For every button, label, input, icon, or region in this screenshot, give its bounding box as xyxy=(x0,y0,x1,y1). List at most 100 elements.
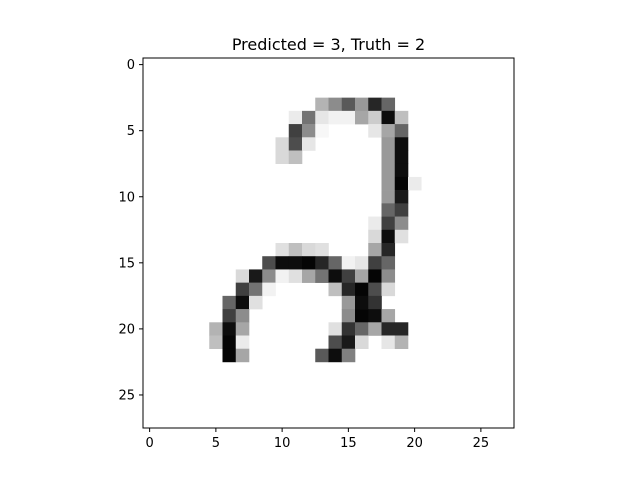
x-tick-label: 0 xyxy=(145,436,153,451)
heatmap-cell xyxy=(368,110,382,125)
heatmap-cell xyxy=(381,256,396,270)
heatmap-cell xyxy=(381,335,396,350)
heatmap-cell xyxy=(341,110,356,125)
heatmap-cell xyxy=(355,282,369,297)
heatmap-cell xyxy=(328,282,343,297)
heatmap-cell xyxy=(394,124,409,138)
heatmap-cell xyxy=(341,295,356,310)
x-tick-label: 15 xyxy=(340,436,357,451)
heatmap-cell xyxy=(341,309,356,323)
y-tick-label: 25 xyxy=(118,388,135,403)
y-tick-label: 15 xyxy=(118,256,135,271)
heatmap-cell xyxy=(302,243,316,257)
heatmap-cell xyxy=(381,124,396,138)
heatmap-cell xyxy=(368,124,382,138)
x-tick-label: 5 xyxy=(212,436,220,451)
heatmap-cell xyxy=(341,282,356,297)
heatmap-cell xyxy=(315,256,329,270)
heatmap-cell xyxy=(222,322,237,336)
x-axis: 0 5 10 15 20 25 xyxy=(145,428,489,451)
heatmap-cell xyxy=(328,97,343,112)
heatmap-cell xyxy=(394,150,409,165)
x-tick-label: 10 xyxy=(274,436,291,451)
heatmap-cell xyxy=(235,282,250,297)
heatmap-cell xyxy=(275,269,290,283)
y-tick-label: 20 xyxy=(118,322,135,337)
heatmap-cell xyxy=(275,243,290,257)
heatmap-cell xyxy=(222,348,237,363)
heatmap-cell xyxy=(368,229,382,244)
heatmap-cell xyxy=(368,216,382,231)
heatmap-cell xyxy=(355,256,369,270)
heatmap-cell xyxy=(341,256,356,270)
heatmap-cell xyxy=(368,97,382,112)
heatmap-cell xyxy=(355,295,369,310)
heatmap-cell xyxy=(262,282,276,297)
plot-frame xyxy=(142,57,515,429)
heatmap-cell xyxy=(368,256,382,270)
chart-title: Predicted = 3, Truth = 2 xyxy=(232,35,425,54)
x-tick-label: 25 xyxy=(473,436,490,451)
heatmap-cell xyxy=(328,335,343,350)
heatmap-cell xyxy=(381,269,396,283)
heatmap-cell xyxy=(355,97,369,112)
heatmap-cell xyxy=(209,335,223,350)
heatmap-cell xyxy=(328,348,343,363)
heatmap-cell xyxy=(341,97,356,112)
heatmap-cell xyxy=(394,216,409,231)
heatmap-cell xyxy=(235,335,250,350)
heatmap-cell xyxy=(381,322,396,336)
heatmap-cell xyxy=(368,309,382,323)
plot-area xyxy=(142,57,515,429)
heatmap-cell xyxy=(288,124,303,138)
heatmap-cell xyxy=(222,295,237,310)
heatmap-cell xyxy=(288,110,303,125)
heatmap-cell xyxy=(249,282,263,297)
heatmap-cell xyxy=(302,256,316,270)
heatmap-cell xyxy=(235,322,250,336)
heatmap-cell xyxy=(315,348,329,363)
heatmap-cell xyxy=(222,335,237,350)
y-tick-label: 5 xyxy=(127,124,135,139)
heatmap-cell xyxy=(288,243,303,257)
heatmap-cell xyxy=(394,203,409,217)
heatmap-cell xyxy=(315,124,329,138)
heatmap-cell xyxy=(408,176,422,191)
heatmap-cell xyxy=(288,256,303,270)
heatmap-cell xyxy=(368,243,382,257)
heatmap-cell xyxy=(302,269,316,283)
heatmap-cell xyxy=(302,124,316,138)
y-tick-label: 0 xyxy=(127,58,135,73)
heatmap-cell xyxy=(381,97,396,112)
heatmap-cell xyxy=(394,229,409,244)
heatmap-cell xyxy=(394,176,409,191)
heatmap-cell xyxy=(275,137,290,151)
heatmap-cell xyxy=(315,243,329,257)
heatmap-cell xyxy=(288,269,303,283)
y-axis: 0 5 10 15 20 25 xyxy=(118,58,143,403)
heatmap-cell xyxy=(328,322,343,336)
heatmap-cell xyxy=(381,150,396,165)
heatmap-cell xyxy=(288,150,303,165)
heatmap-cell xyxy=(381,190,396,204)
heatmap-cell xyxy=(394,137,409,151)
heatmap-cell xyxy=(235,348,250,363)
heatmap-cell xyxy=(381,229,396,244)
heatmap-cell xyxy=(381,216,396,231)
heatmap-cell xyxy=(394,322,409,336)
heatmap-cell xyxy=(355,110,369,125)
x-tick-label: 20 xyxy=(406,436,423,451)
heatmap-cell xyxy=(235,309,250,323)
heatmap-cell xyxy=(302,137,316,151)
heatmap-cell xyxy=(341,322,356,336)
heatmap-cell xyxy=(222,309,237,323)
heatmap-cell xyxy=(302,110,316,125)
heatmap-cell xyxy=(275,256,290,270)
heatmap-cell xyxy=(288,137,303,151)
heatmap-cell xyxy=(355,335,369,350)
heatmap-cell xyxy=(315,110,329,125)
heatmap-cell xyxy=(381,110,396,125)
heatmap-cell xyxy=(328,110,343,125)
heatmap-cell xyxy=(355,269,369,283)
